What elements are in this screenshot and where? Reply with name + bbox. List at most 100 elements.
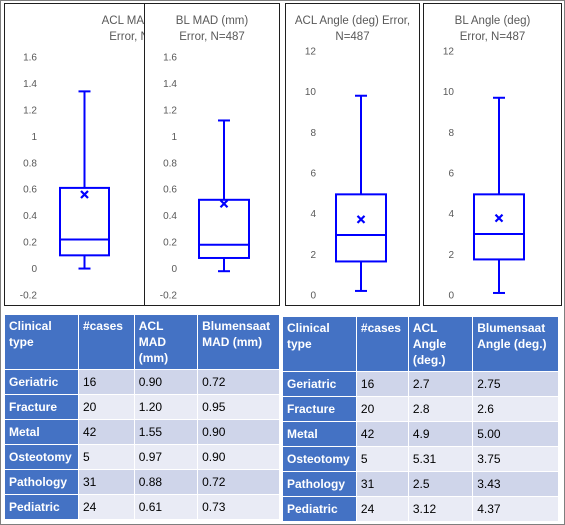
- y-tick-label: 6: [448, 169, 454, 180]
- y-tick-label: 1.2: [163, 105, 177, 116]
- clinical-type-cell: Pediatric: [282, 496, 357, 522]
- header-cases: #cases: [77, 314, 135, 370]
- y-tick-label: 1.6: [163, 53, 177, 64]
- y-tick-label: 0.4: [163, 211, 177, 222]
- chart-title-line: Error, N=487: [460, 31, 526, 43]
- table-mad-by-clinical-type: Clinical type #cases ACL MAD (mm) Blumen…: [4, 314, 280, 520]
- y-tick-label: 0: [310, 291, 316, 302]
- iqr-box: [198, 198, 250, 259]
- y-tick-label: 0.4: [23, 211, 37, 222]
- acl-value-cell: 3.12: [407, 496, 474, 522]
- y-tick-label: 0.8: [163, 158, 177, 169]
- header-cases: #cases: [355, 316, 409, 372]
- table-row: Pathology 31 2.5 3.43: [282, 471, 559, 497]
- acl-value-cell: 0.88: [133, 469, 199, 495]
- table-row: Metal 42 4.9 5.00: [282, 421, 559, 447]
- y-tick-label: 1: [31, 132, 37, 143]
- y-tick-label: 2: [448, 250, 454, 261]
- clinical-type-cell: Metal: [4, 419, 79, 445]
- cases-cell: 31: [77, 469, 135, 495]
- y-tick-label: 0: [31, 264, 37, 275]
- blumensaat-value-cell: 3.43: [472, 471, 559, 497]
- chart-title-line: Error, N=487: [179, 31, 245, 43]
- y-tick-label: 1.2: [23, 105, 37, 116]
- table-row: Fracture 20 1.20 0.95: [4, 394, 280, 420]
- y-tick-label: 10: [305, 87, 317, 98]
- y-tick-label: 12: [443, 47, 455, 58]
- cases-cell: 42: [77, 419, 135, 445]
- acl-value-cell: 0.90: [133, 369, 199, 395]
- y-tick-label: 12: [305, 47, 317, 58]
- table-row: Pediatric 24 3.12 4.37: [282, 496, 559, 522]
- acl-value-cell: 1.55: [133, 419, 199, 445]
- y-tick-label: 0.2: [23, 238, 37, 249]
- boxplot-bl-mad: BL MAD (mm) Error, N=487 -0.2 0 0.2 0.4 0.6 0.8…: [160, 15, 250, 302]
- chart-title-line: BL Angle (deg): [455, 15, 531, 27]
- cases-cell: 20: [355, 396, 409, 422]
- y-tick-label: 0: [448, 291, 454, 302]
- header-acl-angle: ACL Angle (deg.): [407, 316, 474, 372]
- header-clinical-type: Clinical type: [282, 316, 357, 372]
- iqr-box: [335, 193, 387, 263]
- y-tick-label: 4: [448, 209, 454, 220]
- blumensaat-value-cell: 3.75: [472, 446, 559, 472]
- blumensaat-value-cell: 5.00: [472, 421, 559, 447]
- clinical-type-cell: Fracture: [282, 396, 357, 422]
- cases-cell: 24: [355, 496, 409, 522]
- mean-marker: [80, 190, 89, 199]
- cases-cell: 31: [355, 471, 409, 497]
- cases-cell: 5: [355, 446, 409, 472]
- y-tick-label: -0.2: [20, 291, 38, 302]
- header-blumensaat-mad: Blumensaat MAD (mm): [197, 314, 280, 370]
- table-row: Osteotomy 5 5.31 3.75: [282, 446, 559, 472]
- clinical-type-cell: Metal: [282, 421, 357, 447]
- clinical-type-cell: Fracture: [4, 394, 79, 420]
- mean-marker: [219, 199, 229, 209]
- y-tick-label: 6: [310, 169, 316, 180]
- y-tick-label: 0.6: [23, 185, 37, 196]
- y-tick-label: 0.8: [23, 158, 37, 169]
- table-row: Osteotomy 5 0.97 0.90: [4, 444, 280, 470]
- table-row: Geriatric 16 2.7 2.75: [282, 371, 559, 397]
- clinical-type-cell: Pathology: [282, 471, 357, 497]
- acl-value-cell: 2.8: [407, 396, 474, 422]
- blumensaat-value-cell: 0.90: [197, 444, 280, 470]
- cases-cell: 16: [77, 369, 135, 395]
- table-row: Fracture 20 2.8 2.6: [282, 396, 559, 422]
- acl-value-cell: 5.31: [407, 446, 474, 472]
- acl-value-cell: 0.61: [133, 494, 199, 520]
- cases-cell: 20: [77, 394, 135, 420]
- acl-value-cell: 1.20: [133, 394, 199, 420]
- blumensaat-value-cell: 4.37: [472, 496, 559, 522]
- y-tick-label: 2: [310, 250, 316, 261]
- y-tick-label: 4: [310, 209, 316, 220]
- y-tick-label: 8: [310, 128, 316, 139]
- cases-cell: 5: [77, 444, 135, 470]
- blumensaat-value-cell: 0.73: [197, 494, 280, 520]
- boxplot-acl-angle: ACL Angle (deg) Error, N=487 0 2 4 6 8 10 12: [295, 15, 410, 302]
- boxplot-panel-bl-angle: BL Angle (deg) Error, N=487 0 2 4 6 8 10 12: [423, 3, 562, 306]
- mean-marker: [356, 215, 366, 224]
- blumensaat-value-cell: 2.6: [472, 396, 559, 422]
- blumensaat-value-cell: 0.90: [197, 419, 280, 445]
- y-tick-label: 0.2: [163, 238, 177, 249]
- acl-value-cell: 2.7: [407, 371, 474, 397]
- header-clinical-type: Clinical type: [4, 314, 79, 370]
- y-tick-label: 1.4: [23, 79, 37, 90]
- y-tick-label: 1.6: [23, 53, 37, 64]
- acl-value-cell: 2.5: [407, 471, 474, 497]
- chart-title-line: ACL Angle (deg) Error,: [295, 15, 410, 27]
- boxplot-bl-angle: BL Angle (deg) Error, N=487 0 2 4 6 8 10 12: [443, 15, 531, 302]
- cases-cell: 16: [355, 371, 409, 397]
- y-tick-label: 8: [448, 128, 454, 139]
- blumensaat-value-cell: 0.95: [197, 394, 280, 420]
- chart-title-line: N=487: [335, 31, 369, 43]
- cases-cell: 42: [355, 421, 409, 447]
- y-tick-label: 0: [171, 264, 177, 275]
- table-row: Metal 42 1.55 0.90: [4, 419, 280, 445]
- cases-cell: 24: [77, 494, 135, 520]
- y-tick-label: 1: [171, 132, 177, 143]
- y-tick-label: 1.4: [163, 79, 177, 90]
- boxplot-panel-bl-mad: BL MAD (mm) Error, N=487 -0.2 0 0.2 0.4 0.6 0.8…: [144, 3, 280, 306]
- clinical-type-cell: Pathology: [4, 469, 79, 495]
